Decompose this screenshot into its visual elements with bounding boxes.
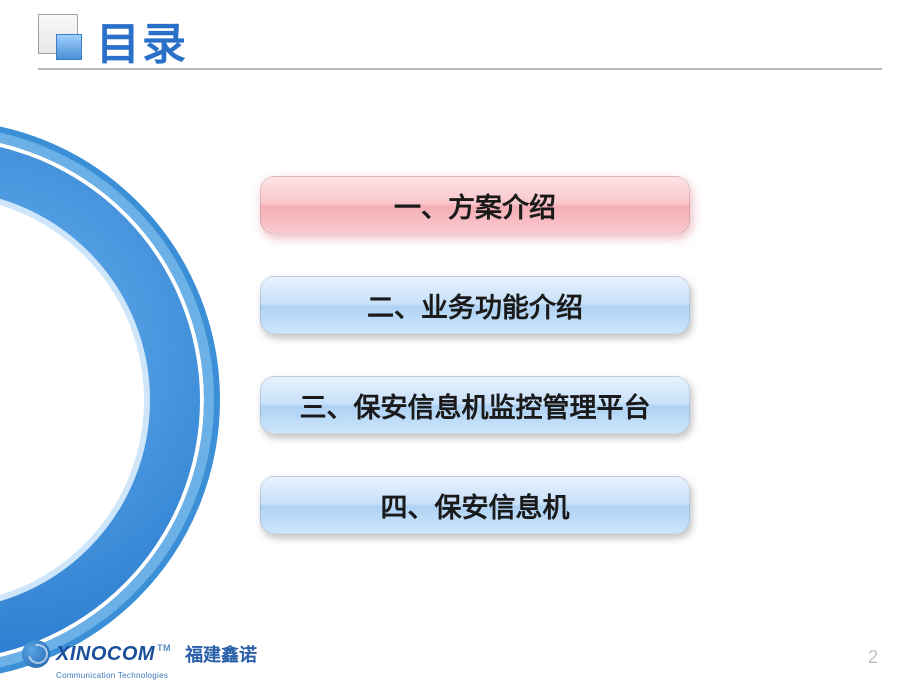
logo-brand-text: XINOCOM — [56, 643, 155, 665]
logo-block: XINOCOMTM 福建鑫诺 — [22, 640, 257, 668]
logo-brand: XINOCOMTM — [56, 643, 171, 666]
page-title: 目录 — [96, 8, 188, 72]
toc-item-2[interactable]: 二、业务功能介绍 — [260, 276, 690, 334]
globe-icon — [22, 640, 50, 668]
page-number: 2 — [868, 647, 878, 668]
header-square-inner — [56, 34, 82, 60]
header-underline — [38, 68, 882, 70]
toc-item-label: 一、方案介绍 — [394, 186, 556, 225]
toc-item-label: 二、业务功能介绍 — [367, 286, 583, 325]
toc-item-3[interactable]: 三、保安信息机监控管理平台 — [260, 376, 690, 434]
toc-item-label: 四、保安信息机 — [381, 486, 570, 525]
logo-cn: 福建鑫诺 — [185, 641, 257, 667]
logo-tagline: Communication Technologies — [56, 671, 168, 680]
toc-item-label: 三、保安信息机监控管理平台 — [300, 386, 651, 425]
toc-item-1[interactable]: 一、方案介绍 — [260, 176, 690, 234]
toc-item-4[interactable]: 四、保安信息机 — [260, 476, 690, 534]
logo-tm: TM — [157, 643, 171, 653]
